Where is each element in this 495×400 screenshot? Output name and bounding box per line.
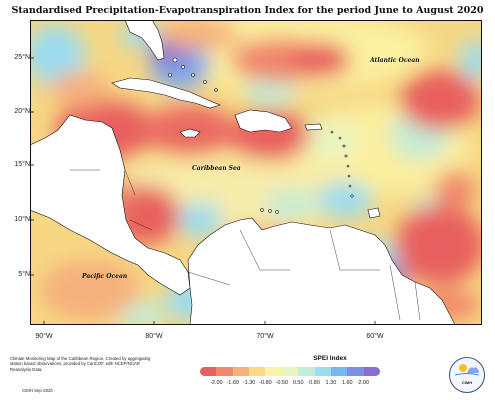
legend-swatch: [314, 367, 331, 376]
lat-label: 20°N: [14, 108, 30, 115]
caribbean-sea-label: Caribbean Sea: [192, 165, 241, 172]
country-borders: [70, 169, 421, 321]
legend-tick-label: -1.30: [242, 380, 256, 386]
spei-map: Atlantic Ocean Caribbean Sea Pacific Oce…: [30, 20, 482, 325]
map-frame: [30, 20, 482, 325]
map-title: Standardised Precipitation-Evapotranspir…: [11, 5, 484, 16]
cimh-logo: CIMH: [449, 357, 485, 393]
legend-colorbar: [200, 367, 380, 376]
land-masses: [30, 20, 456, 325]
lat-label: 25°N: [14, 54, 30, 61]
legend-tick-label: 2.00: [358, 380, 369, 386]
lat-label: 10°N: [14, 216, 30, 223]
florida-land: [124, 20, 165, 61]
lat-label: 5°N: [18, 271, 30, 278]
map-description-note: Climate Monitoring Map of the Caribbean …: [10, 356, 151, 372]
south-america-land: [187, 217, 456, 325]
map-ticks: [30, 57, 376, 325]
legend-swatch: [298, 367, 315, 376]
lon-label: 60°W: [366, 333, 384, 340]
lon-label: 70°W: [256, 333, 274, 340]
puerto-rico-land: [304, 123, 323, 131]
cuba-land: [111, 77, 221, 109]
legend-swatch: [347, 367, 364, 376]
legend-tick-label: 1.30: [325, 380, 337, 386]
legend-swatch: [249, 367, 266, 376]
legend-swatch: [330, 367, 348, 376]
legend-tick-label: -2.00: [210, 380, 223, 386]
legend-swatch: [281, 367, 299, 376]
pacific-ocean-label: Pacific Ocean: [81, 273, 127, 280]
legend-swatch: [232, 367, 250, 376]
legend-swatch: [200, 367, 217, 376]
atlantic-ocean-label: Atlantic Ocean: [369, 57, 420, 64]
lon-label: 80°W: [145, 333, 163, 340]
legend-swatch: [216, 367, 233, 376]
lat-label: 15°N: [14, 161, 30, 168]
lon-label: 90°W: [35, 333, 53, 340]
jamaica-land: [179, 128, 201, 138]
legend-title: SPEI Index: [313, 355, 347, 362]
legend-swatch: [363, 367, 380, 376]
logo-emblem-icon: [454, 364, 480, 376]
legend-tick-label: -0.80: [259, 380, 272, 386]
legend-tick-label: 1.60: [341, 380, 353, 386]
legend-tick-label: 0.50: [292, 380, 304, 386]
legend-tick-label: -1.60: [226, 380, 239, 386]
logo-text: CIMH: [461, 380, 473, 385]
credit-text: CIMH Sep-2020: [22, 388, 53, 393]
trinidad-land: [367, 207, 381, 219]
legend-swatch: [265, 367, 282, 376]
hispaniola-land: [234, 109, 293, 133]
legend-tick-label: -0.50: [275, 380, 289, 386]
central-america-land: [30, 114, 191, 296]
legend-tick-label: 0.80: [309, 380, 320, 386]
